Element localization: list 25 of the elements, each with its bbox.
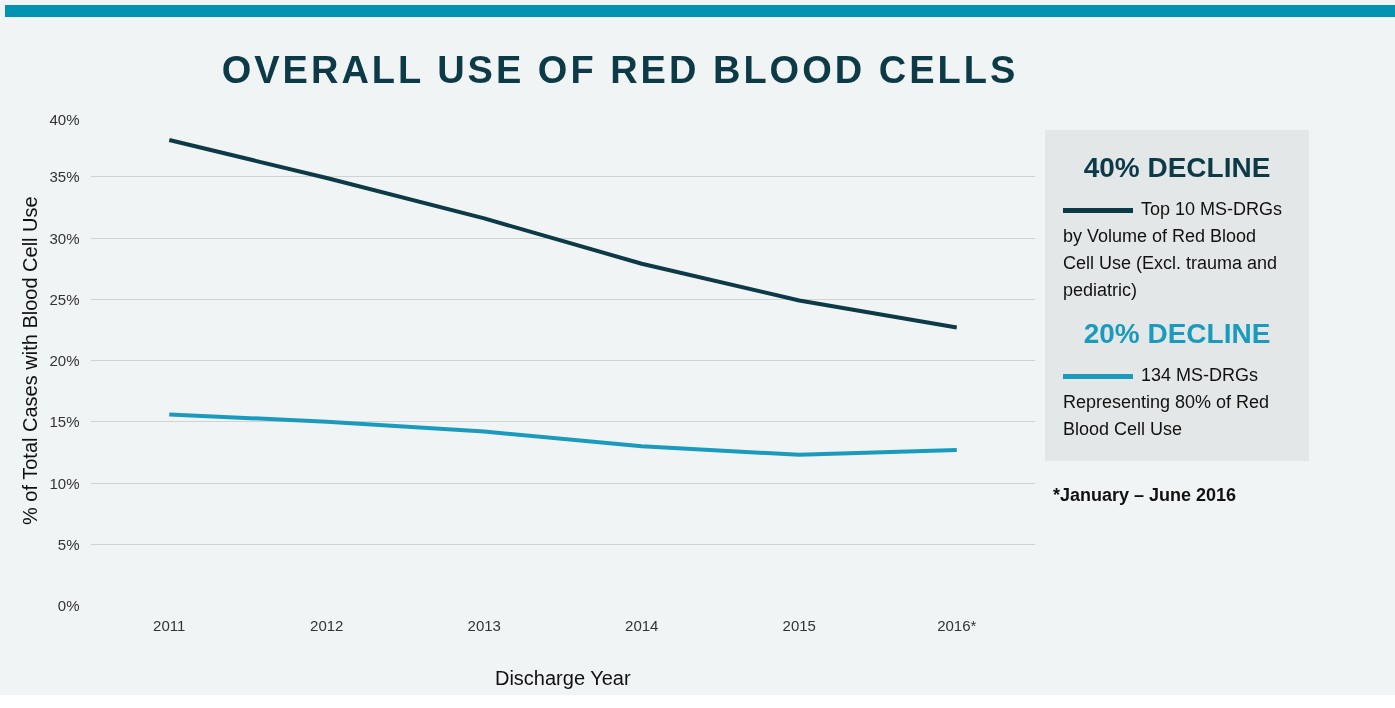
chart-title: OVERALL USE OF RED BLOOD CELLS	[220, 48, 1020, 93]
x-tick-label: 2015	[782, 616, 816, 634]
y-tick-label: 0%	[57, 597, 80, 614]
y-tick-label: 40%	[49, 110, 80, 128]
x-tick-label: 2014	[625, 616, 659, 634]
x-tick-label: 2012	[310, 616, 344, 634]
text: *January – June 2016	[1053, 484, 1238, 507]
x-axis-title: Discharge Year	[495, 666, 631, 689]
y-tick-label: 5%	[57, 535, 80, 553]
y-tick-label: 20%	[49, 352, 80, 369]
line-series	[167, 412, 959, 457]
text: 20% DECLINE	[1082, 317, 1272, 351]
text: 40% DECLINE	[1082, 151, 1272, 185]
y-tick-label: 15%	[49, 413, 80, 431]
x-tick-label: 2013	[467, 616, 501, 634]
y-axis-title: % of Total Cases with Blood Cell Use	[19, 196, 42, 526]
y-tick-label: 10%	[49, 474, 80, 492]
y-tick-label: 30%	[49, 229, 80, 247]
x-tick-label: 2016*	[937, 616, 977, 634]
y-tick-label: 25%	[49, 290, 80, 308]
y-tick-label: 35%	[49, 168, 80, 186]
line-series	[167, 138, 959, 330]
legend-label: 134 MS-DRGs Representing 80% of Red Blood Cell Use	[1063, 364, 1271, 441]
legend-label: Top 10 MS-DRGs by Volume of Red Blood Cell Use (Excl. trauma and pediatric)	[1063, 198, 1284, 302]
x-tick-label: 2011	[153, 616, 186, 634]
